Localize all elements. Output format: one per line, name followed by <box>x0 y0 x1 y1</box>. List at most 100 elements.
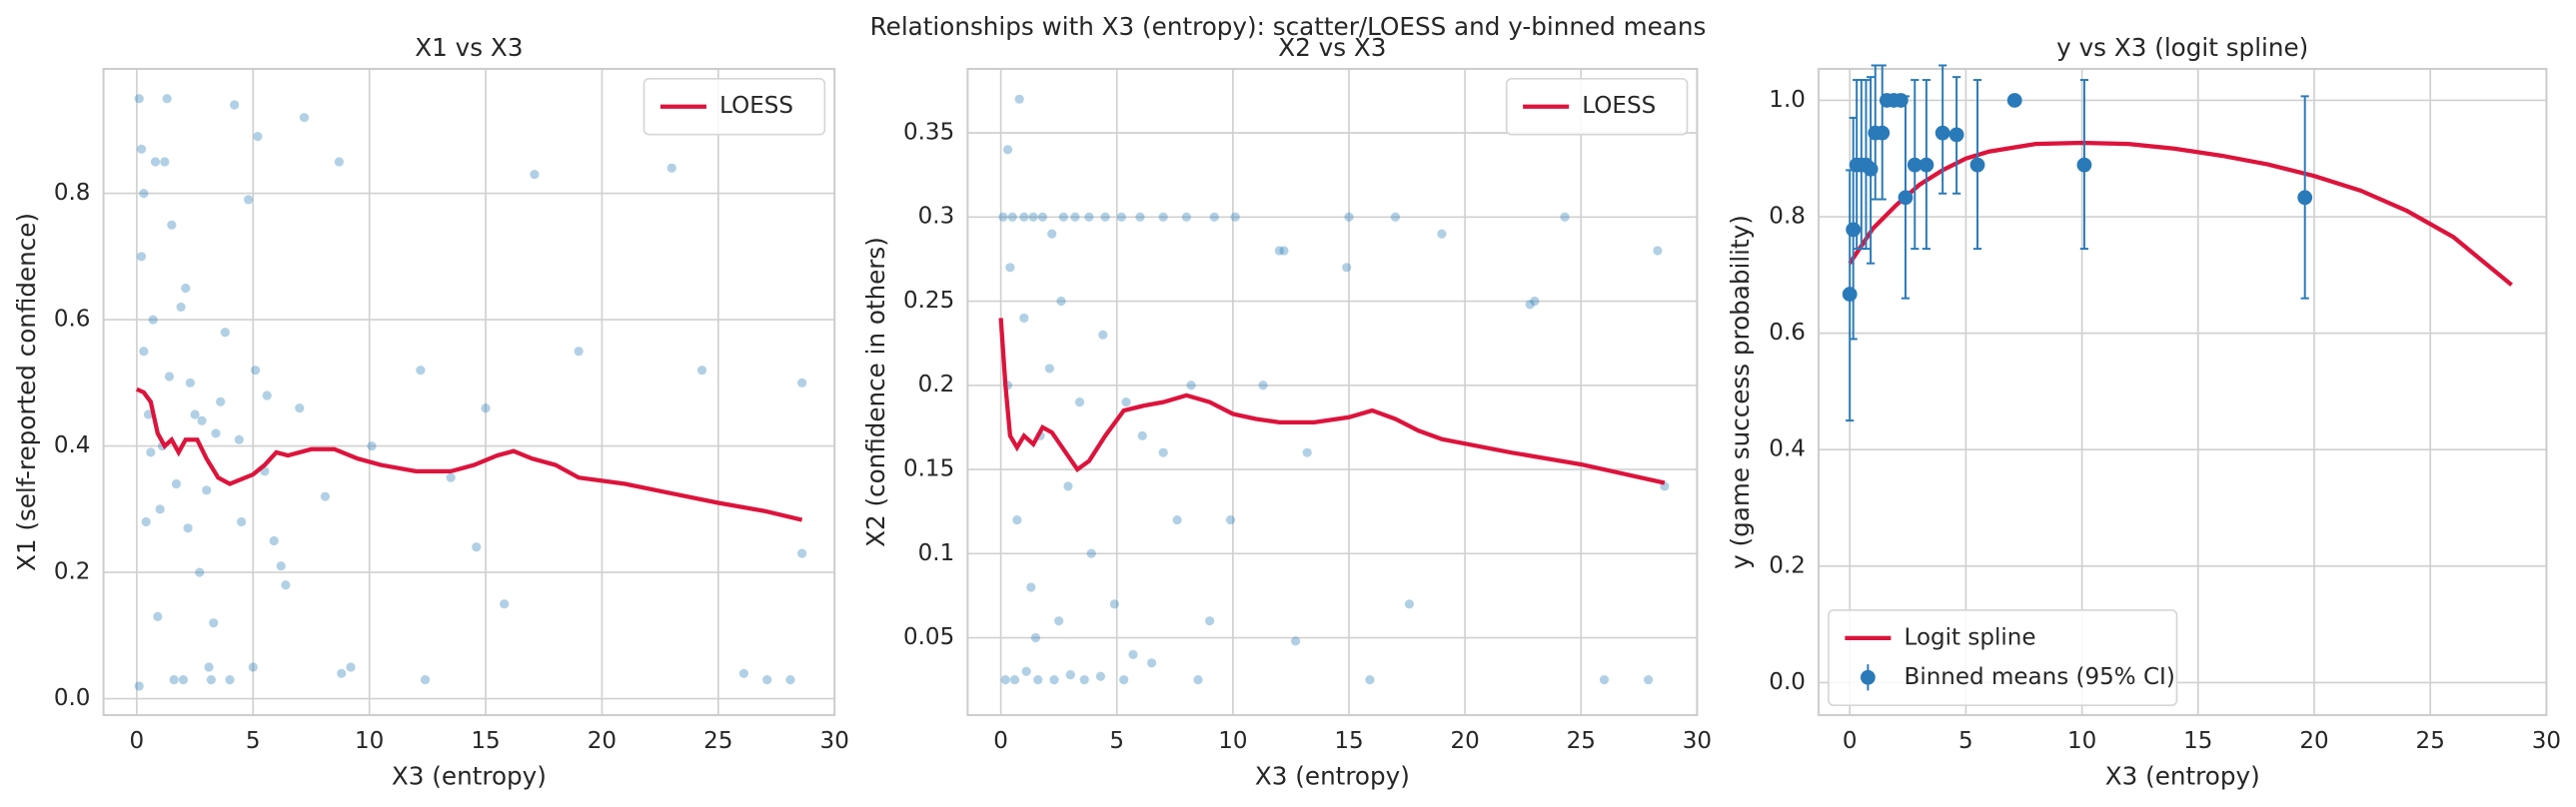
mean-point <box>1898 190 1914 206</box>
legend-label: LOESS <box>719 93 793 119</box>
y-tick-label: 0.05 <box>903 624 954 650</box>
scatter-point <box>1365 675 1375 685</box>
scatter-point <box>1047 229 1057 239</box>
scatter-point <box>1021 666 1031 676</box>
scatter-point <box>1258 381 1268 391</box>
scatter-point <box>1019 313 1029 323</box>
scatter-point <box>1100 212 1110 222</box>
scatter-point <box>1002 145 1013 155</box>
x-tick-label: 30 <box>2532 728 2561 754</box>
scatter-point <box>1109 599 1120 609</box>
y-tick-label: 0.25 <box>903 288 954 314</box>
x-tick-label: 15 <box>471 728 500 754</box>
scatter-point <box>1007 212 1017 222</box>
scatter-point <box>446 472 456 482</box>
scatter-point <box>1437 229 1447 239</box>
plot-area <box>967 68 1698 716</box>
x-tick-label: 15 <box>1334 728 1363 754</box>
y-tick-label: 0.35 <box>903 120 954 146</box>
x-tick-label: 30 <box>1683 728 1712 754</box>
y-axis-label: y (game success probability) <box>1726 215 1755 569</box>
x-tick-label: 5 <box>246 728 261 754</box>
scatter-point <box>797 548 807 558</box>
scatter-point <box>1012 514 1022 525</box>
y-tick-label: 0.4 <box>54 432 91 458</box>
scatter-point <box>153 611 163 621</box>
plot-frame <box>102 67 836 717</box>
scatter-point <box>1033 675 1043 685</box>
scatter-point <box>1653 246 1663 256</box>
x-axis-label: X3 (entropy) <box>392 761 547 790</box>
scatter-point <box>998 212 1008 222</box>
line <box>135 387 803 522</box>
scatter-point <box>1000 675 1010 685</box>
x-tick-label: 0 <box>130 728 145 754</box>
x-tick-label: 20 <box>1450 728 1479 754</box>
mean-point <box>1948 127 1964 143</box>
scatter-point <box>1290 636 1301 646</box>
legend-box <box>643 78 826 136</box>
scatter-point <box>181 283 191 294</box>
scatter-point <box>530 170 540 180</box>
scatter-point <box>206 675 216 685</box>
scatter-point <box>197 415 207 425</box>
legend-label: Logit spline <box>1905 624 2036 650</box>
scatter-point <box>211 428 221 438</box>
scatter-point <box>1390 212 1401 222</box>
scatter-point <box>295 404 305 413</box>
scatter-point <box>416 366 426 376</box>
scatter-point <box>334 157 344 167</box>
scatter-point <box>167 220 177 230</box>
scatter-point <box>1342 263 1352 273</box>
scatter-point <box>1205 616 1215 626</box>
scatter-point <box>220 328 230 338</box>
scatter-point <box>762 675 772 685</box>
scatter-point <box>1193 675 1203 685</box>
scatter-point <box>262 391 272 401</box>
scatter-point <box>134 94 144 104</box>
mean-point <box>1875 125 1891 141</box>
legend-box <box>1828 609 2178 707</box>
scatter-point <box>216 397 226 406</box>
scatter-point <box>472 542 482 552</box>
panel-title: X2 vs X3 <box>1278 33 1386 62</box>
scatter-point <box>320 491 331 501</box>
y-tick-label: 0.8 <box>54 180 91 206</box>
scatter-point <box>176 302 186 313</box>
x-tick-label: 20 <box>588 728 617 754</box>
scatter-point <box>666 163 676 173</box>
scatter-point <box>797 378 807 388</box>
scatter-point <box>237 516 247 527</box>
x-tick-label: 20 <box>2299 728 2328 754</box>
scatter-point <box>1098 330 1108 340</box>
mean-point <box>1842 287 1858 302</box>
scatter-point <box>1058 212 1068 222</box>
panel-title: X1 vs X3 <box>415 33 523 62</box>
scatter-point <box>1065 669 1075 680</box>
scatter-point <box>1128 649 1138 659</box>
scatter-point <box>1186 381 1196 391</box>
scatter-point <box>1079 675 1089 685</box>
x-tick-label: 30 <box>820 728 849 754</box>
scatter-point <box>148 315 158 325</box>
y-axis-label: X1 (self-reported confidence) <box>12 213 41 571</box>
scatter-point <box>1279 246 1289 256</box>
scatter-point <box>234 434 244 444</box>
legend-label: Binned means (95% CI) <box>1905 664 2175 690</box>
scatter-point <box>337 668 347 678</box>
scatter-point <box>696 366 707 376</box>
scatter-point <box>481 404 491 413</box>
scatter-point <box>281 580 291 590</box>
scatter-point <box>141 516 151 527</box>
scatter-point <box>1056 296 1066 307</box>
x-tick-label: 25 <box>703 728 732 754</box>
scatter-point <box>1095 671 1106 681</box>
scatter-point <box>244 195 254 205</box>
scatter-point <box>574 347 584 357</box>
mean-point <box>2297 190 2313 206</box>
y-tick-label: 0.3 <box>918 204 955 230</box>
scatter-point <box>1084 212 1094 222</box>
scatter-point <box>1172 514 1182 525</box>
scatter-point <box>500 599 510 609</box>
